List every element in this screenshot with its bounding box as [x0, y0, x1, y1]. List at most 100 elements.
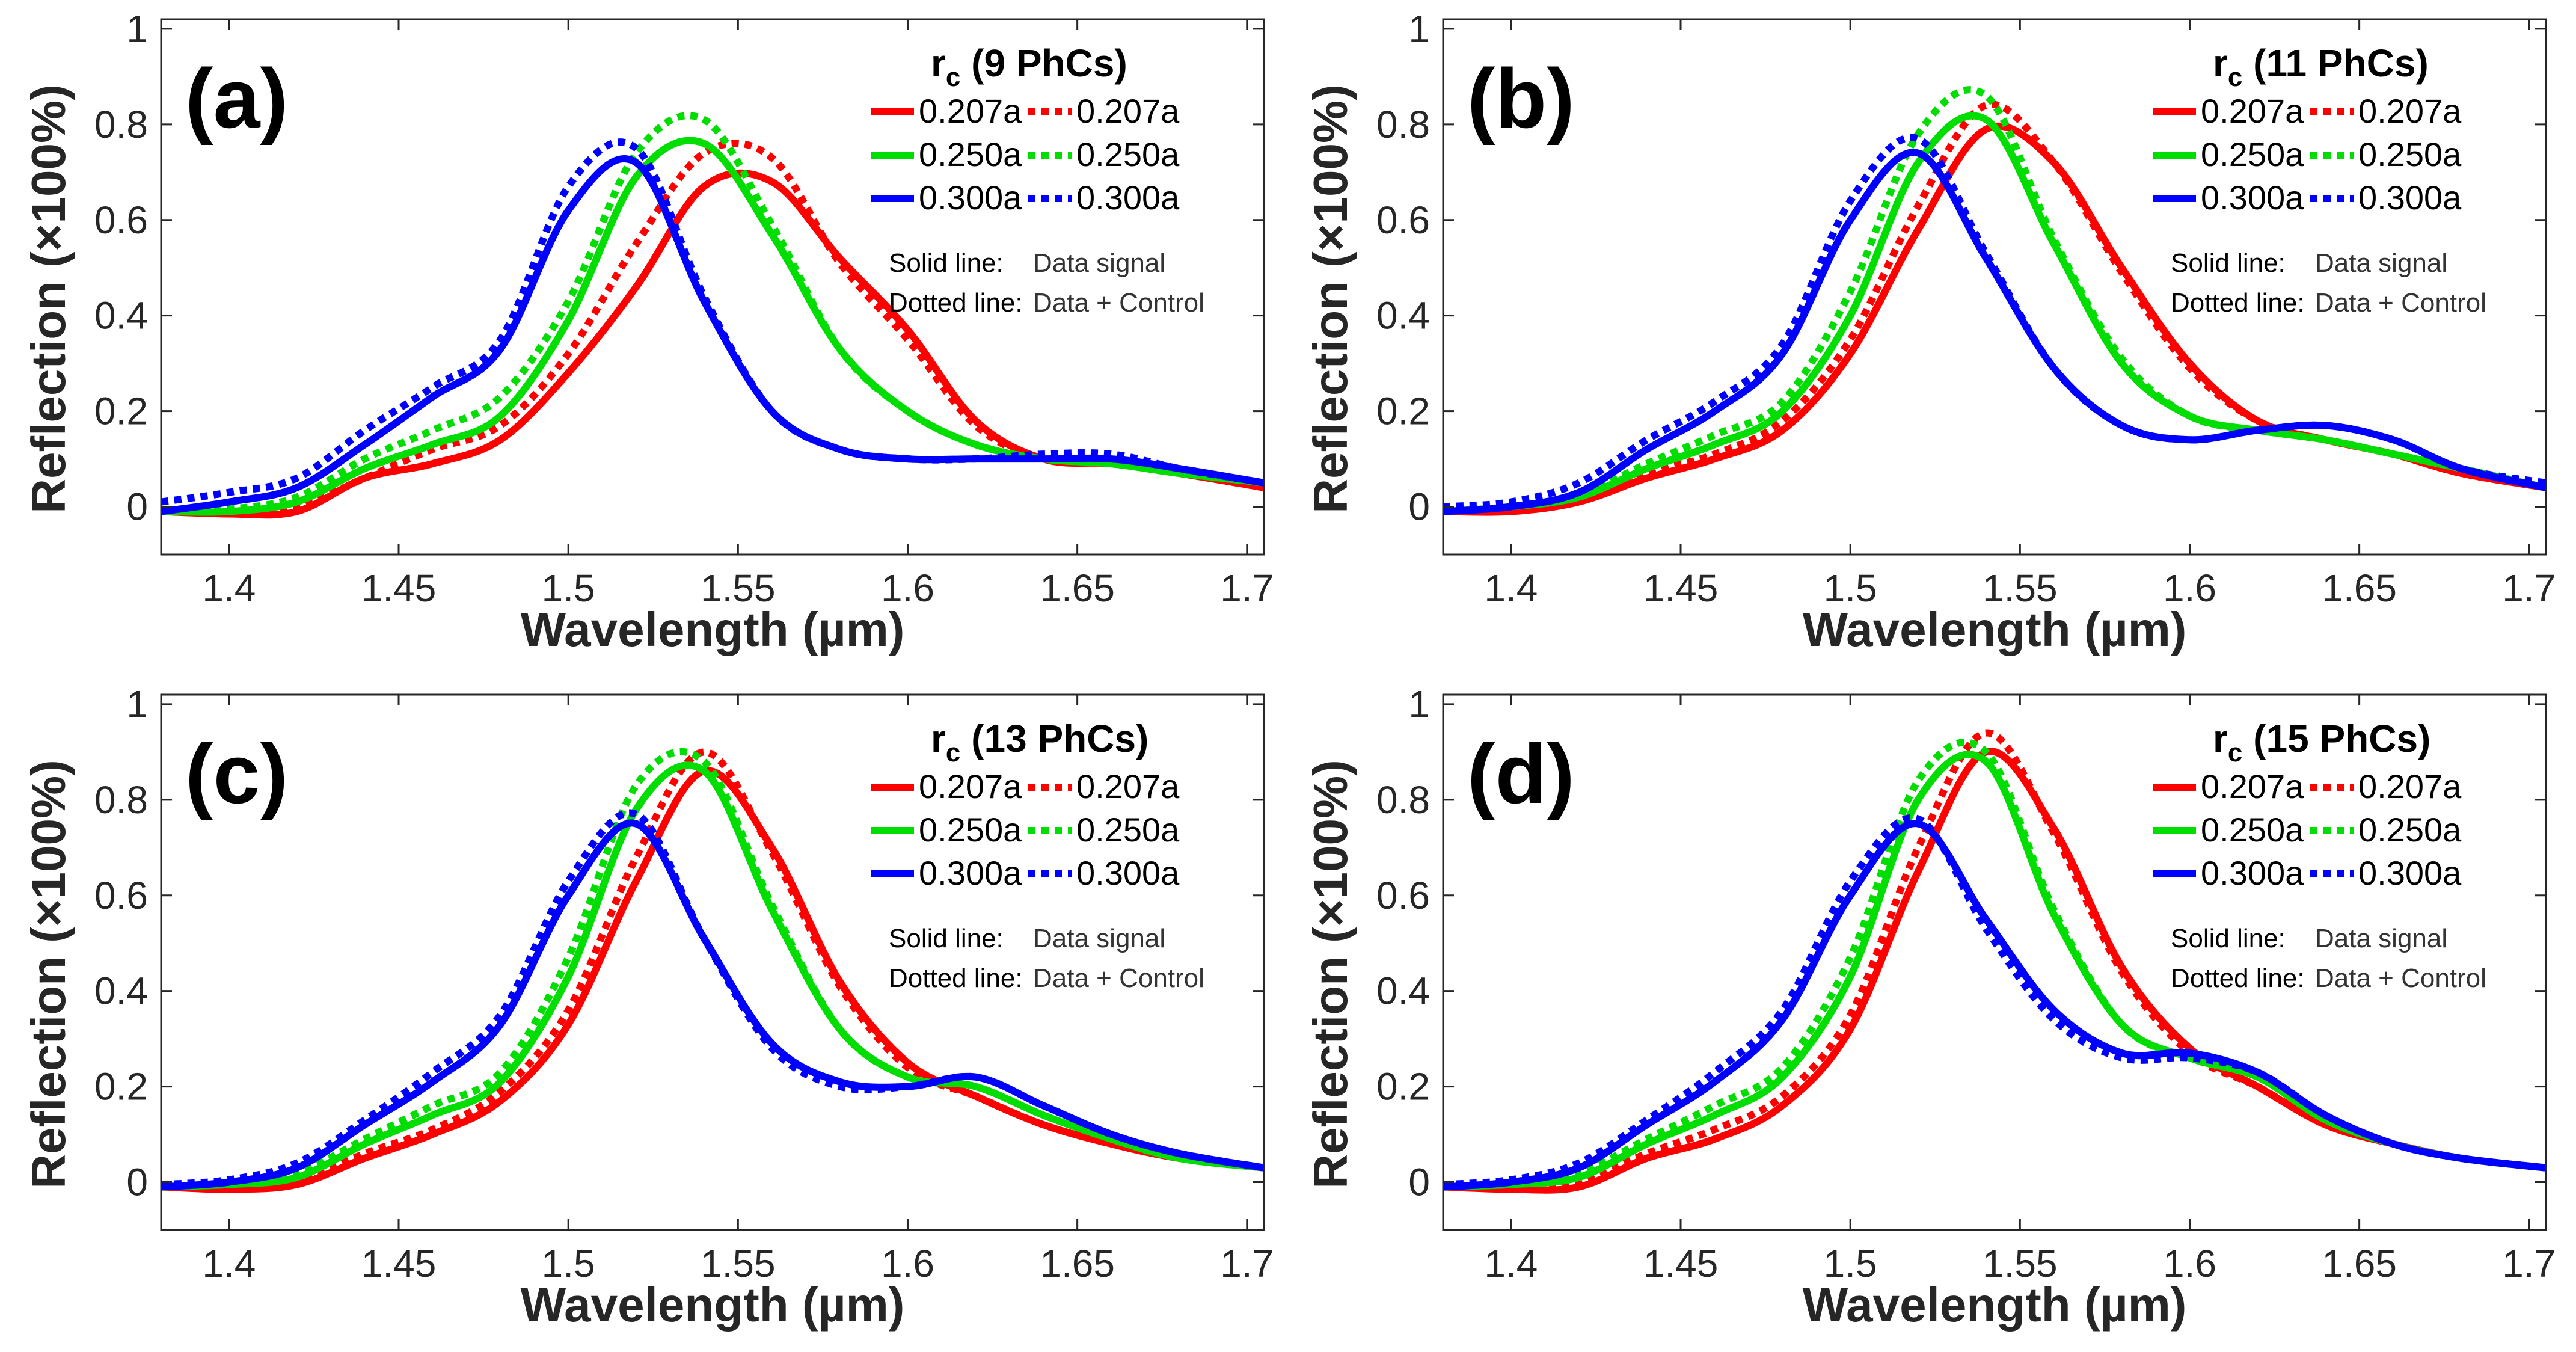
y-tick-label: 0.2	[1376, 390, 1430, 433]
legend-title: rc (9 PhCs)	[931, 41, 1127, 92]
legend-entry-label: 0.250a	[919, 811, 1022, 849]
x-tick-label: 1.65	[1040, 1242, 1115, 1285]
chart-panel-c: 1.4 1.45 1.5 1.55 1.6 1.65 1.7 0 0.2 0.4 0.6 0.8 1 Wa…	[22, 683, 1274, 1332]
legend-entry-label: 0.300a	[2358, 179, 2462, 217]
legend-entry-label: 0.300a	[2358, 854, 2462, 892]
y-tick-label: 0.6	[94, 874, 148, 917]
legend-title: rc (15 PhCs)	[2213, 717, 2430, 767]
series-line-dotted-5	[1443, 134, 2546, 511]
y-tick-label: 0	[126, 1161, 148, 1204]
panel-label: (a)	[185, 51, 288, 146]
legend-entry-label: 0.300a	[919, 854, 1022, 892]
legend-entry-label: 0.300a	[2201, 854, 2304, 892]
legend-entry-label: 0.300a	[919, 179, 1022, 217]
legend-note-dotted: Dotted line:	[2171, 288, 2305, 318]
x-tick-label: 1.6	[881, 1242, 934, 1285]
x-tick-label: 1.4	[1484, 567, 1538, 610]
x-tick-label: 1.4	[1484, 1242, 1538, 1285]
legend-note-dotted-value: Data + Control	[1033, 288, 1204, 318]
legend-entry-label: 0.207a	[2201, 92, 2304, 130]
legend-entry-label: 0.207a	[1076, 767, 1180, 805]
y-tick-label: 1	[126, 683, 148, 726]
legend-entry-label: 0.207a	[919, 92, 1022, 130]
y-axis-label: Reflection (×100%)	[22, 760, 75, 1189]
plot-frame	[160, 693, 1265, 1231]
legend-note-solid: Solid line:	[2171, 248, 2286, 278]
legend-note-solid-value: Data signal	[2315, 924, 2447, 953]
legend-entry-label: 0.250a	[1076, 135, 1180, 173]
legend-entry-label: 0.300a	[1076, 179, 1180, 217]
y-tick-label: 0.6	[1376, 874, 1430, 917]
plot-frame	[160, 18, 1265, 556]
panel-label: (c)	[185, 727, 288, 821]
legend-entry-label: 0.250a	[2201, 811, 2304, 849]
series-group	[1443, 86, 2546, 516]
x-axis-label: Wavelength (µm)	[521, 603, 905, 656]
plot-frame	[1442, 18, 2547, 556]
legend-note-dotted-value: Data + Control	[2315, 963, 2486, 993]
legend-entry-label: 0.250a	[2358, 135, 2462, 173]
x-axis-label: Wavelength (µm)	[521, 1278, 905, 1332]
y-tick-label: 0.6	[94, 198, 148, 242]
y-tick-label: 0.8	[94, 103, 148, 146]
x-tick-label: 1.6	[2163, 1242, 2216, 1285]
x-tick-label: 1.45	[361, 1242, 437, 1285]
series-line-dotted-3	[1443, 86, 2546, 515]
y-tick-label: 0.4	[1376, 969, 1430, 1013]
y-tick-label: 0	[1408, 485, 1430, 529]
series-line-solid-2	[161, 761, 1264, 1191]
chart-panel-a: 1.4 1.45 1.5 1.55 1.6 1.65 1.7 0 0.2 0.4 0.6 0.8 1 Wa…	[22, 7, 1274, 656]
y-axis-label: Reflection (×100%)	[1304, 84, 1357, 514]
x-tick-label: 1.4	[202, 567, 256, 610]
x-tick-label: 1.55	[1983, 567, 2058, 610]
legend-note-dotted-value: Data + Control	[1033, 963, 1204, 993]
y-tick-label: 1	[1408, 683, 1430, 726]
x-tick-label: 1.4	[202, 1242, 256, 1285]
y-tick-label: 0.8	[1376, 778, 1430, 822]
x-axis-label: Wavelength (µm)	[1803, 1278, 2187, 1332]
y-tick-label: 0.2	[94, 390, 148, 433]
series-line-solid-2	[1443, 112, 2546, 515]
x-tick-label: 1.45	[1643, 1242, 1719, 1285]
legend-note-dotted: Dotted line:	[889, 288, 1023, 318]
legend-entry-label: 0.207a	[1076, 92, 1180, 130]
x-axis-label: Wavelength (µm)	[1803, 603, 2187, 656]
series-line-dotted-5	[161, 138, 1264, 506]
series-line-dotted-3	[1443, 739, 2546, 1191]
x-tick-label: 1.5	[542, 1242, 595, 1285]
series-group	[161, 748, 1264, 1193]
legend-title: rc (11 PhCs)	[2213, 41, 2429, 92]
y-tick-label: 0.8	[94, 778, 148, 822]
x-tick-label: 1.55	[1983, 1242, 2058, 1285]
x-tick-label: 1.5	[1824, 1242, 1877, 1285]
plot-frame	[1442, 693, 2547, 1231]
y-axis-label: Reflection (×100%)	[22, 84, 75, 514]
y-tick-label: 0.6	[1376, 198, 1430, 242]
series-line-dotted-5	[1443, 814, 2546, 1188]
legend-note-dotted: Dotted line:	[889, 963, 1023, 993]
y-tick-label: 1	[1408, 7, 1430, 51]
y-tick-label: 1	[126, 7, 148, 51]
legend-entry-label: 0.207a	[919, 767, 1022, 805]
y-tick-label: 0.4	[94, 969, 148, 1013]
legend-entry-label: 0.250a	[2201, 135, 2304, 173]
legend-entry-label: 0.207a	[2358, 767, 2462, 805]
x-tick-label: 1.6	[2163, 567, 2216, 610]
x-tick-label: 1.7	[1220, 567, 1274, 610]
chart-panel-b: 1.4 1.45 1.5 1.55 1.6 1.65 1.7 0 0.2 0.4 0.6 0.8 1 Wa…	[1304, 7, 2556, 656]
x-tick-label: 1.6	[881, 567, 934, 610]
legend-entry-label: 0.207a	[2358, 92, 2462, 130]
legend-entry-label: 0.300a	[2201, 179, 2304, 217]
legend-note-solid-value: Data signal	[2315, 248, 2447, 278]
x-tick-label: 1.7	[2502, 1242, 2556, 1285]
legend-note-solid: Solid line:	[889, 924, 1004, 953]
x-tick-label: 1.5	[1824, 567, 1877, 610]
x-tick-label: 1.45	[1643, 567, 1719, 610]
x-tick-label: 1.7	[2502, 567, 2556, 610]
legend-entry-label: 0.250a	[2358, 811, 2462, 849]
legend-note-solid-value: Data signal	[1033, 924, 1165, 953]
y-axis-label: Reflection (×100%)	[1304, 760, 1357, 1189]
series-line-dotted-3	[161, 748, 1264, 1191]
legend-entry-label: 0.300a	[1076, 854, 1180, 892]
series-line-dotted-1	[1443, 729, 2546, 1191]
